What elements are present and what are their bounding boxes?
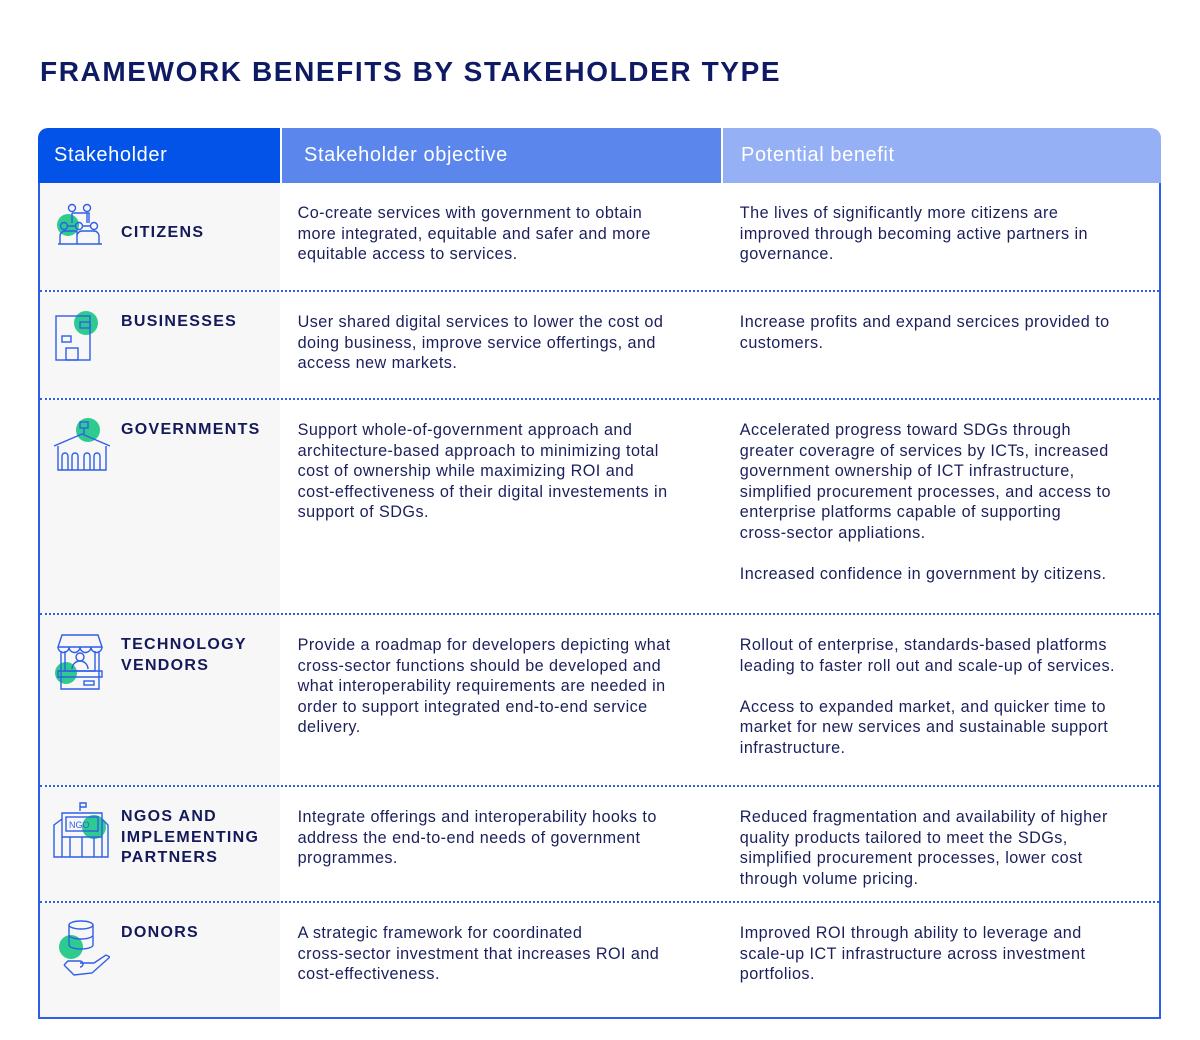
ngo-sign: NGO	[69, 820, 90, 830]
ngo-building-icon: NGO	[53, 802, 109, 858]
header-stakeholder: Stakeholder	[38, 128, 280, 183]
header-benefit: Potential benefit	[721, 128, 1161, 183]
stakeholder-table: Stakeholder Stakeholder objective Potent…	[38, 128, 1161, 1019]
vendor-stall-icon	[55, 634, 103, 690]
table-header: Stakeholder Stakeholder objective Potent…	[38, 128, 1161, 183]
objective-text: Integrate offerings and interoperability…	[297, 808, 657, 868]
benefit-text: Accelerated progress toward SDGs through…	[739, 421, 1111, 584]
stakeholder-label: DONORS	[121, 924, 200, 941]
benefit-text: Increase profits and expand sercices pro…	[739, 313, 1110, 352]
table-row: TECHNOLOGY VENDORS Provide a roadmap for…	[40, 613, 1159, 785]
stakeholder-label: TECHNOLOGY VENDORS	[121, 636, 247, 674]
business-building-icon	[55, 311, 98, 361]
benefit-text: The lives of significantly more citizens…	[739, 204, 1089, 264]
table-row: DONORS A strategic framework for coordin…	[40, 901, 1159, 1017]
stakeholder-label: CITIZENS	[121, 224, 205, 241]
table-row: BUSINESSES User shared digital services …	[40, 290, 1159, 398]
stakeholder-label: NGOS AND IMPLEMENTING PARTNERS	[121, 808, 260, 867]
table-row: GOVERNMENTS Support whole-of-government …	[40, 398, 1159, 613]
objective-text: User shared digital services to lower th…	[297, 313, 664, 373]
government-building-icon	[53, 418, 110, 471]
benefit-text: Improved ROI through ability to leverage…	[739, 924, 1086, 984]
table-row: NGO NGOS AND IMPLEMENTING PARTNERS Integr…	[40, 785, 1159, 901]
header-objective: Stakeholder objective	[280, 128, 721, 183]
hand-coins-icon	[59, 920, 110, 976]
objective-text: A strategic framework for coordinated cr…	[297, 924, 660, 984]
objective-text: Co-create services with government to ob…	[297, 204, 651, 264]
objective-text: Provide a roadmap for developers depicti…	[297, 636, 671, 737]
benefit-text: Rollout of enterprise, standards-based p…	[739, 636, 1115, 757]
benefit-text: Reduced fragmentation and availability o…	[739, 808, 1108, 888]
page-title: FRAMEWORK BENEFITS BY STAKEHOLDER TYPE	[40, 56, 782, 87]
stakeholder-label: BUSINESSES	[121, 313, 238, 330]
stakeholder-label: GOVERNMENTS	[121, 421, 261, 438]
table-row: CITIZENS Co-create services with governm…	[40, 183, 1159, 290]
people-network-icon	[57, 203, 102, 245]
objective-text: Support whole-of-government approach and…	[297, 421, 668, 522]
